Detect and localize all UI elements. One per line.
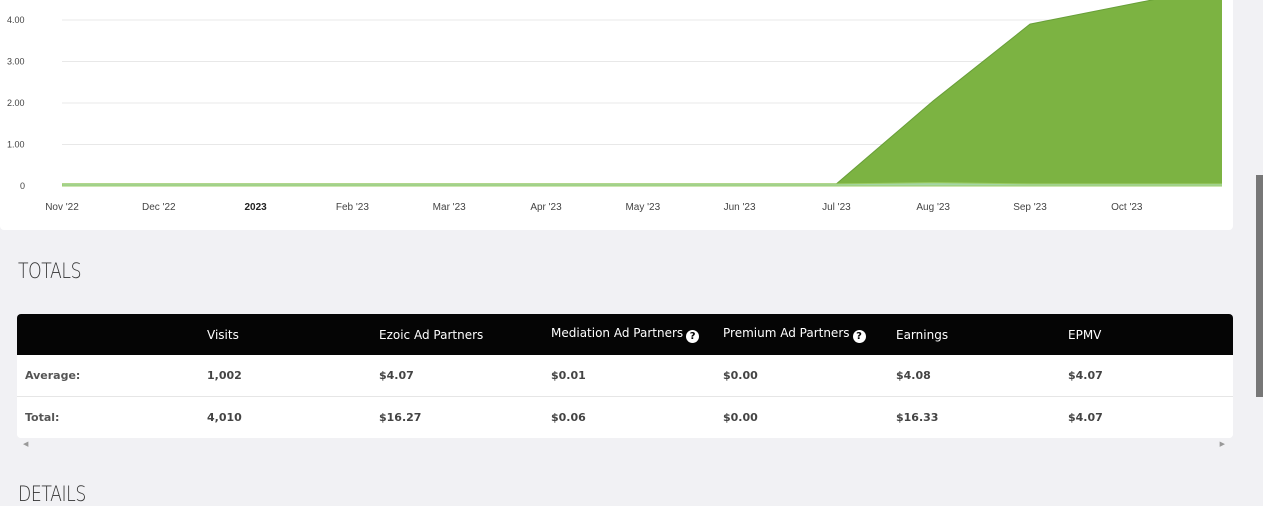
help-icon[interactable]: ? [686, 330, 700, 343]
x-tick-label: Feb '23 [336, 202, 369, 213]
row-label: Average: [25, 369, 81, 382]
header-premium-label: Premium Ad Partners [723, 326, 850, 340]
cell-premium: $0.00 [723, 369, 758, 382]
header-ezoic-ad-partners[interactable]: Ezoic Ad Partners [379, 327, 484, 342]
x-tick-label: Mar '23 [433, 202, 466, 213]
x-tick-label: 2023 [244, 202, 267, 213]
help-icon[interactable]: ? [852, 330, 866, 343]
x-tick-label: Jun '23 [724, 202, 756, 213]
vertical-scrollbar-thumb[interactable] [1256, 175, 1263, 397]
cell-ezoic: $4.07 [379, 369, 414, 382]
cell-visits: 4,010 [207, 411, 242, 424]
horizontal-scrollbar[interactable]: ◀ ▶ [17, 438, 1233, 450]
header-mediation-label: Mediation Ad Partners [551, 326, 684, 340]
cell-premium: $0.00 [723, 411, 758, 424]
table-row: Total: 4,010 $16.27 $0.06 $0.00 $16.33 $… [17, 397, 1233, 438]
earnings-area-chart: 0 1.00 2.00 3.00 4.00 Nov '22 Dec '22 2023 Feb '… [7, 0, 1222, 213]
header-visits[interactable]: Visits [207, 327, 239, 342]
area-series-1 [62, 0, 1222, 187]
x-tick-label: Sep '23 [1013, 202, 1047, 213]
x-tick-label: May '23 [625, 202, 660, 213]
totals-table: Visits Ezoic Ad Partners Mediation Ad Pa… [17, 314, 1233, 438]
area-series-2 [62, 182, 1222, 187]
cell-visits: 1,002 [207, 369, 242, 382]
cell-epmv: $4.07 [1068, 369, 1103, 382]
x-tick-label: Oct '23 [1111, 202, 1143, 213]
y-tick-label: 2.00 [7, 98, 25, 108]
y-tick-label: 3.00 [7, 57, 25, 67]
x-tick-label: Jul '23 [822, 202, 851, 213]
y-tick-label: 1.00 [7, 140, 25, 150]
header-epmv[interactable]: EPMV [1068, 327, 1102, 342]
scroll-left-icon[interactable]: ◀ [23, 441, 29, 448]
header-mediation-ad-partners[interactable]: Mediation Ad Partners? [551, 326, 700, 343]
cell-ezoic: $16.27 [379, 411, 422, 424]
cell-epmv: $4.07 [1068, 411, 1103, 424]
details-section-title: DETAILS [18, 482, 86, 506]
x-tick-label: Nov '22 [45, 202, 79, 213]
cell-mediation: $0.01 [551, 369, 586, 382]
cell-earnings: $16.33 [896, 411, 939, 424]
cell-earnings: $4.08 [896, 369, 931, 382]
cell-mediation: $0.06 [551, 411, 586, 424]
totals-table-header: Visits Ezoic Ad Partners Mediation Ad Pa… [17, 314, 1233, 355]
y-tick-label: 4.00 [7, 15, 25, 25]
earnings-chart: 0 1.00 2.00 3.00 4.00 Nov '22 Dec '22 2023 Feb '… [0, 0, 1233, 230]
x-tick-label: Dec '22 [142, 202, 176, 213]
table-row: Average: 1,002 $4.07 $0.01 $0.00 $4.08 $… [17, 355, 1233, 397]
header-premium-ad-partners[interactable]: Premium Ad Partners? [723, 326, 866, 343]
y-tick-label: 0 [20, 181, 25, 191]
totals-section-title: TOTALS [18, 259, 82, 283]
scroll-right-icon[interactable]: ▶ [1219, 441, 1225, 448]
x-tick-label: Aug '23 [916, 202, 950, 213]
x-tick-label: Apr '23 [530, 202, 562, 213]
row-label: Total: [25, 411, 60, 424]
header-earnings[interactable]: Earnings [896, 327, 949, 342]
